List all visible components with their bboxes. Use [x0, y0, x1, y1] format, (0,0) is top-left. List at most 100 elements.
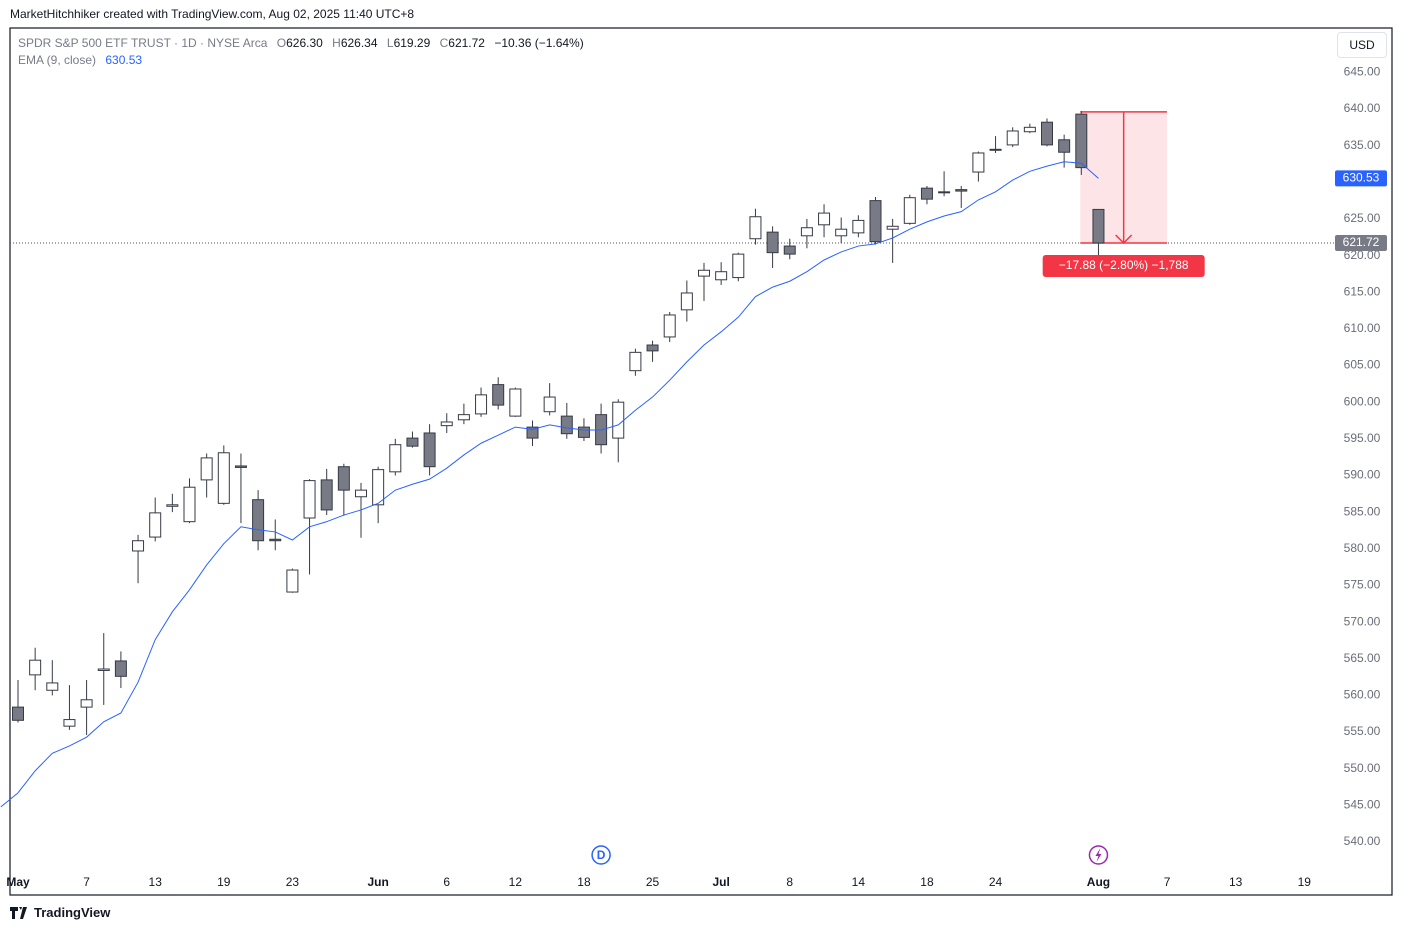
candle-body — [149, 512, 162, 538]
candle-body — [629, 351, 642, 372]
candle-body — [886, 225, 899, 230]
x-tick-label: 19 — [1298, 875, 1312, 889]
candle-body — [1041, 121, 1053, 146]
x-tick-label: 14 — [852, 875, 866, 889]
x-tick-label: 13 — [149, 875, 163, 889]
candle-body — [29, 659, 42, 676]
x-tick-label: 6 — [443, 875, 450, 889]
ohlc-value: 626.30 — [286, 36, 323, 50]
y-tick-label: 555.00 — [1344, 724, 1381, 738]
candle-body — [406, 437, 419, 447]
measure-label: −17.88 (−2.80%) −1,788 — [1059, 258, 1189, 272]
ema-lead — [0, 792, 19, 808]
ohlc-letter: H — [332, 36, 341, 50]
candle-body — [577, 426, 590, 438]
candle-body — [492, 384, 505, 406]
change: −10.36 (−1.64%) — [494, 36, 584, 50]
plot: 540.00 545.00 550.00 555.00 560.00 565.00 570.… — [0, 65, 1387, 889]
y-tick-label: 640.00 — [1344, 101, 1381, 115]
candle-body — [234, 465, 247, 468]
candle-body — [698, 269, 710, 277]
candle-body — [97, 668, 110, 671]
candle-body — [1006, 130, 1019, 146]
candle-body — [526, 426, 539, 439]
y-tick-label: 620.00 — [1344, 248, 1381, 262]
currency-button[interactable]: USD — [1337, 32, 1387, 58]
ohlc-letter: L — [386, 36, 394, 50]
candle-body — [457, 414, 470, 421]
x-tick-label: 19 — [217, 875, 231, 889]
x-tick-label: 18 — [920, 875, 934, 889]
candle-body — [1092, 208, 1105, 244]
candle-body — [440, 421, 453, 427]
candle-body — [560, 415, 573, 435]
candle-body — [269, 538, 282, 542]
y-tick-label: 610.00 — [1344, 321, 1381, 335]
indicator-name: EMA (9, close) — [18, 53, 97, 67]
chart-frame — [9, 27, 1393, 896]
x-tick-label: 23 — [286, 875, 300, 889]
y-tick-label: 580.00 — [1344, 541, 1381, 555]
price-badge — [1335, 234, 1387, 251]
candle-body — [715, 271, 728, 281]
candle-body — [80, 699, 93, 708]
candle-body — [423, 432, 436, 468]
y-tick-label: 605.00 — [1344, 358, 1381, 372]
candle-body — [818, 212, 831, 226]
price-badge-label: 621.72 — [1343, 235, 1380, 249]
y-tick-label: 595.00 — [1344, 431, 1381, 445]
candle-body — [372, 469, 385, 506]
y-tick-label: 615.00 — [1344, 284, 1381, 298]
candle-body — [286, 569, 299, 593]
x-tick-label: Jun — [367, 875, 388, 889]
candle-body — [955, 189, 968, 192]
y-tick-label: 625.00 — [1344, 211, 1381, 225]
candle-body — [835, 228, 848, 237]
dividend-marker — [591, 845, 611, 865]
candle-body — [749, 216, 762, 240]
y-tick-label: 570.00 — [1344, 614, 1381, 628]
candle-body — [938, 191, 951, 194]
candle-body — [475, 394, 488, 415]
candle-body — [509, 388, 522, 417]
ema-badge-label: 630.53 — [1343, 171, 1380, 185]
candle-body — [252, 499, 265, 542]
candle-body — [183, 486, 196, 523]
ohlc-letter: C — [439, 36, 449, 50]
y-tick-label: 635.00 — [1344, 138, 1381, 152]
brand: TradingView — [34, 905, 111, 920]
candle-body — [989, 148, 1002, 151]
y-tick-label: 600.00 — [1344, 394, 1381, 408]
y-tick-label: 645.00 — [1344, 65, 1381, 79]
y-tick-label: 545.00 — [1344, 798, 1381, 812]
candle-body — [1075, 113, 1088, 169]
ema-badge — [1335, 170, 1387, 187]
logo — [10, 906, 27, 919]
symbol-title: SPDR S&P 500 ETF TRUST · 1D · NYSE Arca — [18, 36, 268, 50]
candle-body — [800, 227, 813, 237]
x-tick-label: Aug — [1087, 875, 1110, 889]
footer: TradingView — [10, 905, 110, 920]
x-tick-label: 8 — [786, 875, 793, 889]
ohlc-value: 626.34 — [340, 36, 378, 50]
candle-body — [903, 197, 916, 224]
candle-body — [389, 444, 402, 473]
ohlc-value: 621.72 — [448, 36, 485, 50]
candle-body — [46, 682, 59, 691]
y-tick-label: 540.00 — [1344, 834, 1381, 848]
watermark-header: MarketHitchhiker created with TradingVie… — [10, 7, 415, 21]
candle-body — [337, 466, 350, 491]
ohlc-letter: O — [276, 36, 287, 50]
x-tick-label: 7 — [1164, 875, 1171, 889]
legend-row: EMA (9, close) 630.53 — [18, 52, 584, 69]
candle-body — [63, 719, 76, 727]
y-tick-label: 565.00 — [1344, 651, 1381, 665]
candle-body — [972, 152, 985, 173]
x-tick-label: 25 — [646, 875, 660, 889]
candle-body — [543, 396, 556, 413]
x-tick-label: Jul — [712, 875, 729, 889]
candle-body — [646, 344, 659, 352]
measure-label-box — [1042, 254, 1205, 277]
